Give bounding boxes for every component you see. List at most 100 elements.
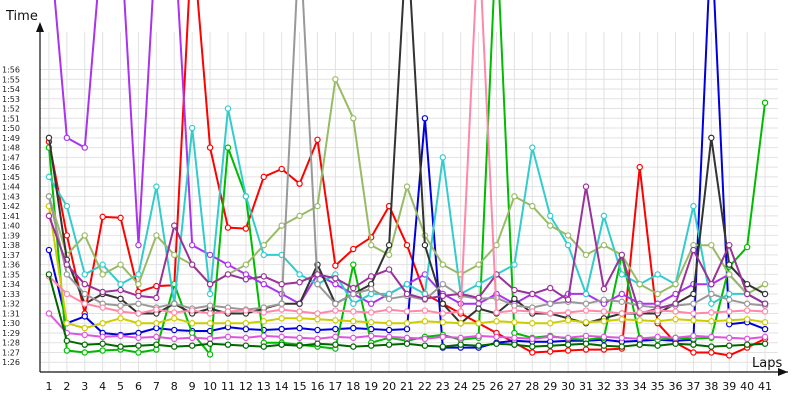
data-point	[385, 341, 393, 348]
data-point	[564, 341, 572, 348]
data-point	[385, 266, 393, 273]
data-point	[45, 212, 53, 220]
data-point	[421, 342, 429, 349]
data-point	[726, 290, 733, 298]
data-point	[403, 334, 411, 342]
y-tick-label: 1:34	[2, 280, 20, 289]
y-tick-label: 1:48	[2, 144, 20, 153]
data-point	[350, 290, 357, 298]
data-point	[296, 212, 303, 220]
data-point	[743, 335, 751, 343]
x-tick-label: 14	[275, 380, 289, 393]
data-point	[761, 290, 769, 298]
data-point	[726, 342, 733, 349]
data-point	[636, 309, 643, 316]
data-point	[314, 310, 321, 317]
data-point	[117, 261, 124, 268]
x-tick-label: 3	[81, 380, 88, 393]
data-point	[743, 307, 751, 314]
data-point	[708, 309, 715, 316]
data-point	[296, 279, 303, 286]
data-point	[206, 340, 214, 347]
series-layer	[45, 0, 769, 359]
data-point	[636, 280, 643, 288]
data-point	[582, 183, 590, 190]
data-point	[278, 333, 285, 341]
x-tick-label: 27	[507, 380, 521, 393]
y-tick-label: 1:56	[2, 66, 20, 75]
data-point	[529, 320, 536, 327]
data-point	[135, 292, 142, 300]
y-tick-label: 1:36	[2, 261, 20, 270]
data-point	[636, 341, 643, 348]
data-point	[636, 317, 643, 324]
data-point	[654, 342, 661, 349]
data-point	[171, 222, 178, 229]
y-tick-label: 1:30	[2, 319, 20, 328]
data-point	[439, 280, 447, 288]
data-point	[99, 304, 106, 311]
data-point	[45, 271, 53, 278]
data-point	[63, 320, 71, 327]
data-point	[135, 271, 142, 278]
data-point	[690, 300, 697, 307]
data-point	[708, 290, 715, 298]
data-point	[511, 319, 518, 326]
y-axis-title: Time	[5, 9, 38, 24]
x-axis-title: Laps	[752, 356, 782, 371]
x-tick-label: 11	[221, 380, 235, 393]
data-point	[600, 285, 608, 293]
data-point	[726, 261, 733, 268]
data-point	[332, 333, 339, 341]
data-point	[511, 341, 518, 348]
data-point	[81, 324, 88, 332]
data-point	[63, 347, 71, 354]
data-point	[260, 280, 267, 288]
x-tick-label: 19	[364, 380, 378, 393]
data-point	[672, 316, 679, 323]
data-point	[618, 310, 626, 317]
data-point	[332, 280, 339, 288]
series-line	[48, 0, 766, 325]
data-point	[153, 306, 160, 313]
data-point	[135, 342, 142, 349]
data-point	[350, 284, 357, 292]
data-point	[439, 333, 447, 341]
data-point	[45, 134, 53, 142]
x-tick-label: 8	[171, 380, 178, 393]
data-point	[475, 294, 482, 302]
data-point	[81, 349, 88, 356]
data-point	[350, 115, 357, 122]
y-tick-label: 1:49	[2, 134, 20, 143]
data-point	[439, 319, 447, 326]
x-tick-label: 38	[704, 380, 718, 393]
data-point	[45, 310, 53, 317]
data-point	[153, 341, 160, 348]
y-tick-label: 1:26	[2, 358, 20, 367]
x-tick-label: 1	[45, 380, 52, 393]
data-point	[618, 334, 626, 342]
data-point	[385, 251, 393, 259]
data-point	[296, 308, 303, 315]
data-point	[547, 212, 554, 220]
data-point	[99, 340, 106, 347]
data-point	[63, 202, 71, 210]
data-point	[493, 309, 500, 316]
data-point	[117, 214, 124, 222]
data-point	[582, 340, 590, 347]
data-point	[117, 308, 124, 315]
data-point	[117, 295, 124, 303]
data-point	[63, 232, 71, 239]
y-tick-label: 1:43	[2, 192, 20, 201]
data-point	[242, 334, 250, 342]
data-point	[564, 232, 572, 239]
data-point	[547, 333, 554, 341]
data-point	[350, 300, 357, 307]
data-point	[600, 318, 608, 325]
data-point	[582, 332, 590, 340]
data-point	[153, 333, 160, 341]
data-point	[690, 341, 697, 348]
data-point	[206, 251, 214, 259]
y-tick-label: 1:39	[2, 231, 20, 240]
data-point	[761, 308, 769, 315]
